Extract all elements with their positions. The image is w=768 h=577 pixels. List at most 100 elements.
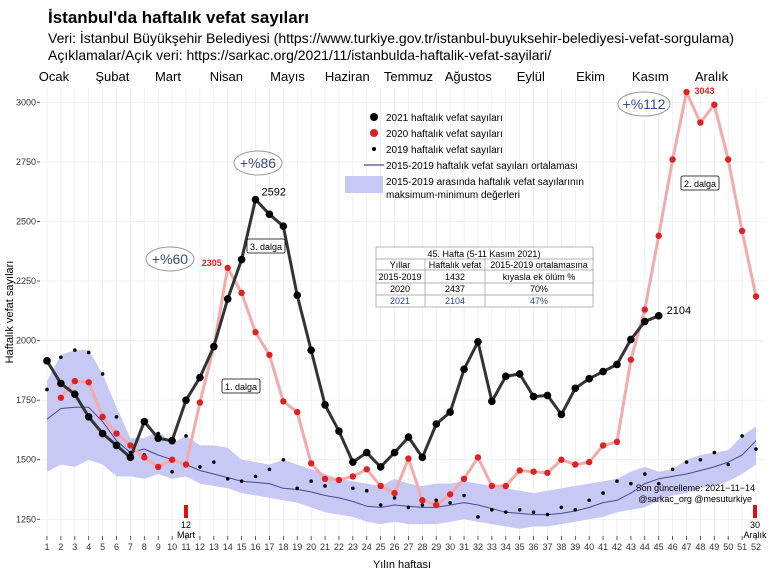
point-2019: [59, 355, 63, 360]
point-2019: [225, 477, 230, 481]
x-axis-label: Yılın haftası: [373, 559, 431, 571]
point-2021: [98, 429, 107, 438]
point-2020: [57, 394, 65, 401]
point-2020: [238, 289, 245, 297]
point-2019: [253, 474, 258, 479]
point-2020: [405, 455, 412, 462]
x-tick-label: 47: [681, 542, 691, 552]
pct60-ellipse: [145, 246, 195, 272]
point-2020: [266, 351, 273, 359]
mark-left-month: Mart: [177, 530, 195, 540]
mark-left: [184, 505, 188, 518]
point-2019: [517, 507, 522, 512]
x-tick-label: 44: [640, 542, 650, 552]
month-label: Ağustos: [445, 69, 492, 84]
wave1-box: [221, 378, 261, 394]
month-label: Eylül: [517, 69, 545, 84]
point-2020: [252, 329, 259, 336]
legend-2020-marker: [370, 129, 378, 137]
point-2020: [127, 442, 134, 449]
month-label: Şubat: [95, 69, 129, 84]
point-2019: [392, 496, 397, 500]
month-label: Ekim: [576, 69, 605, 84]
point-2020: [85, 379, 92, 386]
series-line-avg: [46, 406, 757, 516]
point-2019: [684, 460, 689, 464]
point-2020: [433, 501, 440, 509]
x-tick-label: 3: [72, 542, 77, 552]
x-tick-label: 10: [167, 542, 177, 552]
legend-2019-marker: [372, 147, 376, 151]
point-2020: [71, 377, 79, 385]
point-2020: [488, 482, 496, 490]
table-subheader: kıyasla ek ölüm %: [503, 272, 576, 282]
chart-title: İstanbul'da haftalık vefat sayıları: [48, 8, 310, 27]
point-label: 2592: [262, 187, 286, 199]
point-2019: [128, 450, 133, 455]
point-2021: [71, 390, 79, 399]
point-2019: [281, 457, 286, 462]
x-tick-label: 21: [320, 542, 330, 552]
x-tick-label: 42: [612, 542, 622, 552]
point-2021: [418, 453, 427, 462]
x-tick-label: 36: [529, 542, 539, 552]
point-2021: [182, 396, 190, 404]
point-2019: [351, 486, 355, 491]
x-tick-label: 31: [459, 542, 469, 552]
x-tick-label: 5: [100, 542, 105, 552]
point-2019: [295, 486, 300, 491]
point-2021: [376, 463, 385, 471]
point-2019: [754, 447, 758, 451]
point-2020: [655, 232, 662, 239]
point-2021: [404, 433, 413, 441]
point-2021: [43, 357, 51, 365]
x-tick-label: 30: [445, 542, 455, 552]
y-tick-label: 2250: [16, 276, 36, 286]
point-2021: [210, 342, 218, 351]
point-2021: [307, 346, 315, 354]
x-tick-label: 28: [417, 542, 427, 552]
point-2021: [362, 448, 371, 457]
x-tick-label: 23: [348, 542, 358, 552]
x-tick-label: 34: [501, 542, 511, 552]
point-2019: [462, 493, 466, 498]
point-2020: [349, 473, 357, 480]
point-2020: [752, 293, 760, 300]
x-tick-label: 52: [751, 542, 761, 552]
legend-2021-label: 2021 haftalık vefat sayıları: [386, 113, 503, 124]
point-2021: [474, 337, 482, 346]
x-tick-label: 16: [251, 542, 261, 552]
updated-label: Son güncelleme: 2021−11−14: [636, 483, 755, 493]
y-tick-label: 1250: [16, 514, 36, 524]
x-tick-label: 14: [223, 542, 233, 552]
x-tick-label: 33: [487, 542, 497, 552]
point-2019: [114, 415, 119, 419]
month-label: Mayıs: [270, 69, 305, 84]
month-label: Aralık: [695, 69, 729, 84]
point-2021: [585, 374, 593, 383]
point-2020: [391, 489, 398, 497]
point-2021: [613, 360, 621, 369]
point-2020: [141, 454, 148, 461]
x-tick-label: 6: [114, 542, 119, 552]
point-2021: [640, 317, 649, 326]
point-2021: [335, 427, 343, 435]
point-2020: [544, 469, 551, 477]
point-2021: [571, 384, 580, 393]
month-label: Haziran: [325, 69, 370, 84]
point-2021: [432, 420, 441, 428]
point-2019: [364, 488, 369, 493]
point-2021: [488, 397, 496, 406]
point-2019: [73, 348, 77, 352]
x-tick-label: 39: [570, 542, 580, 552]
point-2020: [182, 461, 190, 468]
summary-table: 45. Hafta (5-11 Kasım 2021) Yıllar Hafta…: [375, 246, 594, 308]
point-2020: [530, 468, 537, 475]
point-2019: [323, 484, 327, 488]
point-2019: [156, 431, 161, 436]
point-2019: [490, 507, 494, 512]
table-cell: 2437: [445, 284, 465, 294]
x-tick-label: 15: [237, 542, 247, 552]
point-2020: [683, 88, 690, 96]
point-2021: [293, 291, 302, 300]
